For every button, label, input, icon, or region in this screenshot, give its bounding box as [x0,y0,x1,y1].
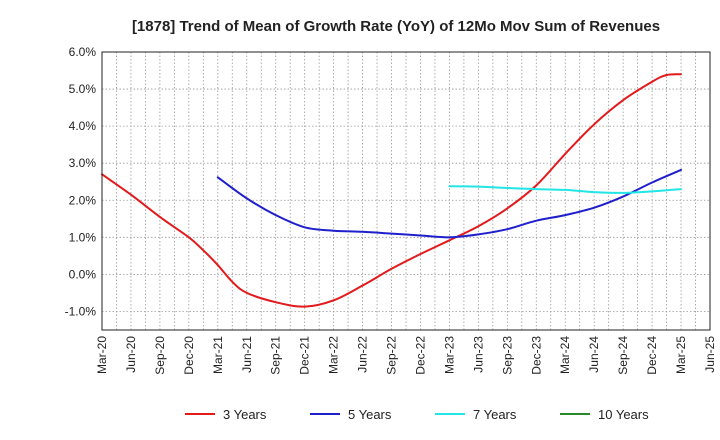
x-tick-label: Jun-22 [356,336,370,373]
y-tick-label: 4.0% [69,119,97,133]
x-tick-label: Mar-21 [211,336,225,374]
x-tick-label: Jun-24 [587,336,601,373]
x-tick-label: Sep-23 [500,336,514,375]
x-tick-label: Sep-22 [385,336,399,375]
x-tick-label: Dec-20 [182,336,196,375]
legend: 3 Years 5 Years 7 Years 10 Years [185,407,649,422]
x-tick-label: Mar-20 [95,336,109,374]
legend-label-3-years: 3 Years [223,407,267,422]
y-tick-label: 3.0% [69,156,97,170]
chart-title: [1878] Trend of Mean of Growth Rate (YoY… [132,18,660,35]
y-tick-label: 5.0% [69,82,97,96]
x-tick-label: Mar-22 [327,336,341,374]
x-tick-label: Jun-25 [703,336,717,373]
legend-label-5-years: 5 Years [348,407,392,422]
x-tick-label: Sep-21 [269,336,283,375]
plot-border [101,51,711,331]
x-tick-label: Jun-21 [240,336,254,373]
plot-area [102,52,710,330]
y-tick-label: 2.0% [69,193,97,207]
x-tick-label: Dec-24 [645,336,659,375]
y-axis: -1.0% 0.0% 1.0% 2.0% 3.0% 4.0% 5.0% 6.0% [65,45,97,318]
x-tick-label: Sep-24 [616,336,630,375]
x-tick-label: Jun-23 [471,336,485,373]
x-tick-label: Sep-20 [153,336,167,375]
y-tick-label: 1.0% [69,230,97,244]
x-tick-label: Mar-25 [674,336,688,374]
y-tick-label: -1.0% [65,304,97,318]
x-axis: Mar-20 Jun-20 Sep-20 Dec-20 Mar-21 Jun-21 Sep-… [95,336,717,375]
legend-label-10-years: 10 Years [598,407,649,422]
x-tick-label: Jun-20 [124,336,138,373]
legend-label-7-years: 7 Years [473,407,517,422]
series-group [101,73,682,308]
x-tick-label: Mar-23 [442,336,456,374]
x-tick-label: Dec-21 [298,336,312,375]
series-line-5-years [216,168,682,239]
grid [101,51,711,330]
x-tick-label: Dec-23 [529,336,543,375]
series-line-3-years [101,73,682,308]
y-tick-label: 0.0% [69,267,97,281]
x-tick-label: Mar-24 [558,336,572,374]
x-tick-label: Dec-22 [413,336,427,375]
y-tick-label: 6.0% [69,45,97,59]
series-line-7-years [448,185,682,194]
